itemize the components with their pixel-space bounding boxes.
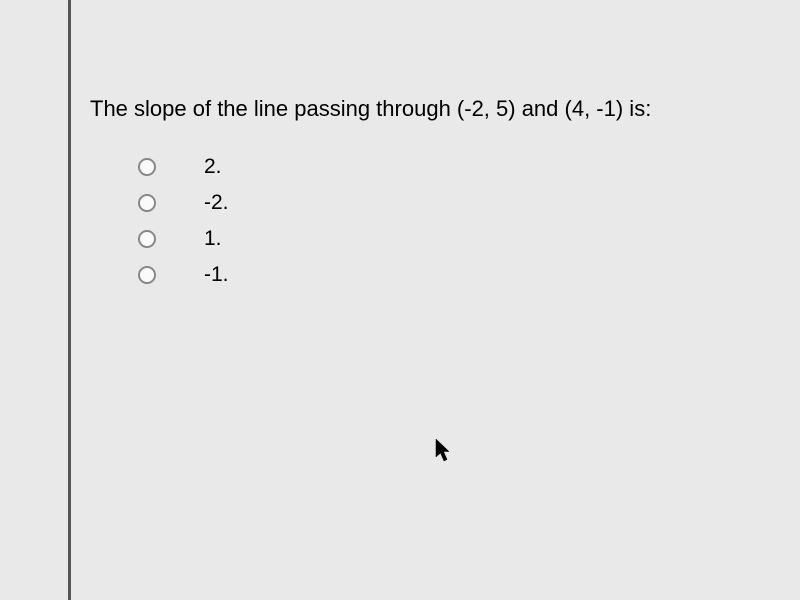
option-label: -1. — [204, 263, 229, 287]
cursor-icon — [435, 438, 453, 464]
radio-option-3[interactable] — [138, 230, 156, 248]
radio-option-1[interactable] — [138, 158, 156, 176]
option-row[interactable]: 1. — [138, 224, 770, 254]
radio-option-4[interactable] — [138, 266, 156, 284]
option-row[interactable]: -2. — [138, 188, 770, 218]
option-label: 1. — [204, 227, 222, 251]
option-label: 2. — [204, 155, 222, 179]
options-group: 2. -2. 1. -1. — [90, 152, 770, 290]
option-row[interactable]: -1. — [138, 260, 770, 290]
option-label: -2. — [204, 191, 229, 215]
quiz-content: The slope of the line passing through (-… — [90, 95, 770, 290]
option-row[interactable]: 2. — [138, 152, 770, 182]
question-text: The slope of the line passing through (-… — [90, 95, 770, 124]
page-left-margin — [68, 0, 71, 600]
radio-option-2[interactable] — [138, 194, 156, 212]
